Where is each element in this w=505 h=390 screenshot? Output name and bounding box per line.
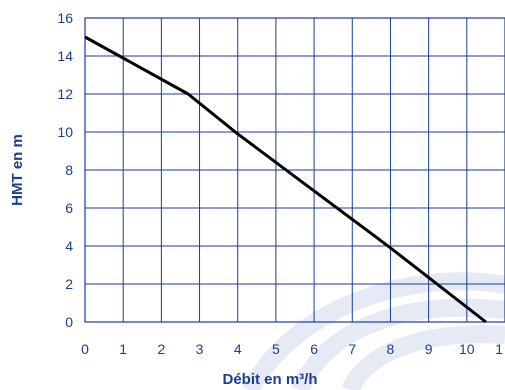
y-tick-label: 16 (57, 10, 73, 26)
y-tick-label: 4 (65, 238, 73, 254)
x-axis-ticks: 0 1 2 3 4 5 6 7 8 9 10 1 (81, 341, 503, 357)
y-tick-label: 8 (65, 162, 73, 178)
x-tick-label: 4 (234, 341, 242, 357)
y-axis-title: HMT en m (9, 134, 26, 206)
y-tick-label: 2 (65, 276, 73, 292)
x-tick-label: 2 (157, 341, 165, 357)
series-line (84, 35, 487, 324)
y-tick-label: 12 (57, 86, 73, 102)
x-tick-label: 8 (387, 341, 395, 357)
watermark-logo (242, 272, 505, 390)
x-tick-label: 7 (348, 341, 356, 357)
x-tick-label: 0 (81, 341, 89, 357)
plot-frame (84, 17, 505, 323)
x-tick-label: 10 (459, 341, 475, 357)
y-tick-label: 6 (65, 200, 73, 216)
y-axis-ticks: 0 2 4 6 8 10 12 14 16 (57, 10, 73, 330)
x-tick-label: 1 (119, 341, 127, 357)
x-tick-label: 6 (310, 341, 318, 357)
x-tick-label: 9 (425, 341, 433, 357)
y-tick-label: 10 (57, 124, 73, 140)
y-tick-label: 14 (57, 48, 73, 64)
y-tick-label: 0 (65, 314, 73, 330)
x-axis-title: Débit en m³/h (222, 371, 317, 388)
x-tick-label: 5 (272, 341, 280, 357)
x-tick-label: 1 (495, 341, 503, 357)
x-tick-label: 3 (196, 341, 204, 357)
